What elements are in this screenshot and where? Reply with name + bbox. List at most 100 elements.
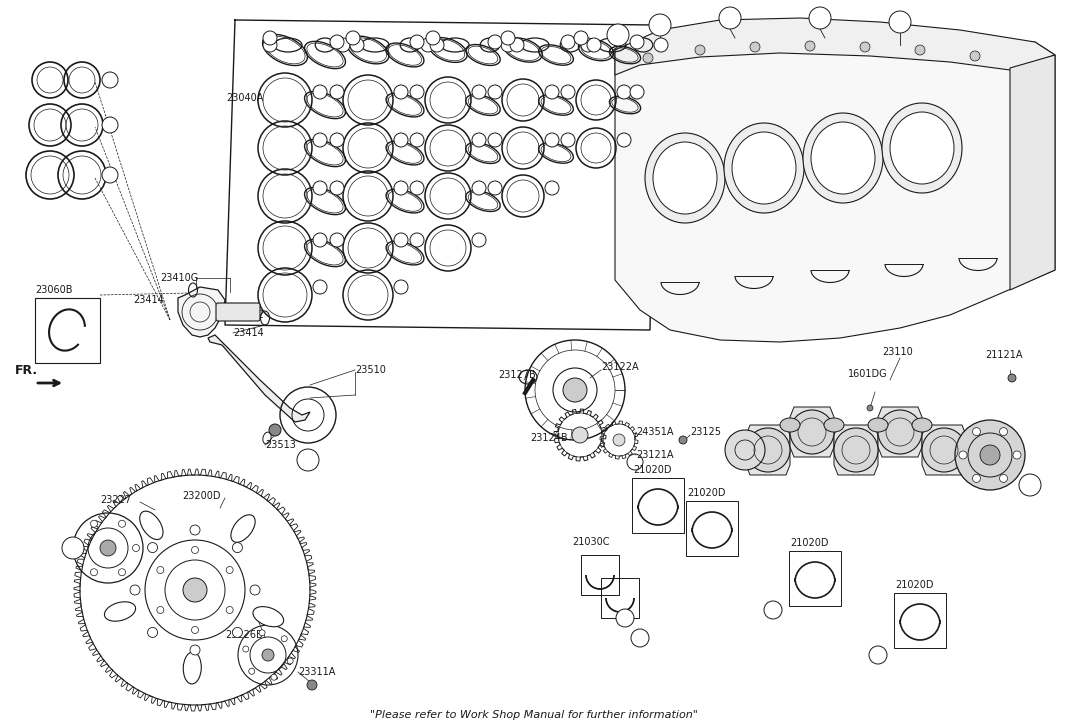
Text: 3: 3 (317, 183, 323, 193)
Text: 3: 3 (549, 183, 555, 193)
Circle shape (921, 428, 966, 472)
Ellipse shape (890, 112, 954, 184)
Text: 1: 1 (493, 135, 497, 145)
Text: 3: 3 (493, 183, 497, 193)
Polygon shape (179, 287, 224, 337)
Circle shape (973, 475, 980, 483)
Circle shape (410, 181, 424, 195)
Circle shape (572, 427, 588, 443)
Circle shape (1013, 451, 1021, 459)
Circle shape (350, 38, 365, 52)
Text: 3: 3 (107, 171, 112, 180)
Text: B: B (1026, 480, 1034, 490)
Circle shape (867, 405, 873, 411)
Text: 23124B: 23124B (530, 433, 568, 443)
Polygon shape (790, 407, 834, 457)
Text: 23127B: 23127B (498, 370, 536, 380)
Circle shape (915, 45, 925, 55)
Text: 1: 1 (317, 87, 323, 97)
Circle shape (563, 378, 587, 402)
Circle shape (330, 133, 344, 147)
Ellipse shape (653, 142, 717, 214)
Text: 3: 3 (415, 135, 419, 145)
Ellipse shape (732, 132, 796, 204)
Text: 4: 4 (771, 606, 776, 614)
Circle shape (130, 585, 140, 595)
Text: 2: 2 (493, 38, 497, 47)
Text: 1: 1 (514, 41, 520, 49)
Ellipse shape (105, 602, 136, 621)
Circle shape (630, 85, 644, 99)
Circle shape (262, 649, 274, 661)
Text: 23122A: 23122A (601, 362, 638, 372)
Circle shape (100, 540, 117, 556)
Text: 2: 2 (586, 41, 590, 49)
Text: 1: 1 (107, 76, 112, 84)
Text: 2: 2 (415, 236, 419, 244)
Circle shape (394, 181, 408, 195)
Ellipse shape (912, 418, 932, 432)
Text: 1: 1 (549, 87, 555, 97)
Circle shape (1000, 427, 1007, 435)
Circle shape (227, 566, 233, 574)
Circle shape (859, 42, 870, 52)
Circle shape (580, 38, 595, 52)
Circle shape (190, 525, 200, 535)
Text: 4: 4 (622, 614, 628, 622)
Circle shape (970, 51, 980, 61)
Ellipse shape (724, 123, 804, 213)
Text: 23060B: 23060B (35, 285, 73, 295)
Polygon shape (1010, 55, 1055, 290)
Circle shape (790, 410, 834, 454)
Circle shape (1008, 374, 1016, 382)
Circle shape (394, 280, 408, 294)
Polygon shape (921, 425, 966, 475)
Circle shape (631, 629, 649, 647)
Circle shape (102, 72, 118, 88)
Polygon shape (746, 425, 790, 475)
Text: 23040A: 23040A (226, 93, 263, 103)
Text: 21020D: 21020D (633, 465, 671, 475)
Circle shape (561, 133, 575, 147)
Circle shape (725, 430, 765, 470)
Text: 23227: 23227 (100, 495, 131, 505)
Text: 1: 1 (578, 33, 584, 42)
Circle shape (346, 31, 360, 45)
Circle shape (805, 41, 815, 51)
Circle shape (955, 420, 1025, 490)
Text: 2: 2 (399, 135, 403, 145)
Text: 2: 2 (317, 135, 323, 145)
Text: 2: 2 (566, 38, 571, 47)
Text: 1: 1 (477, 236, 481, 244)
Circle shape (191, 547, 199, 553)
Text: 21020D: 21020D (895, 580, 933, 590)
Circle shape (719, 7, 741, 29)
Circle shape (1000, 475, 1007, 483)
Text: 1: 1 (591, 41, 597, 49)
Text: 2: 2 (335, 87, 339, 97)
Circle shape (232, 627, 243, 638)
Bar (789, 551, 841, 606)
Circle shape (330, 85, 344, 99)
Text: A: A (615, 30, 621, 40)
Text: A: A (727, 13, 733, 23)
Text: 2: 2 (415, 38, 419, 47)
Circle shape (191, 627, 199, 633)
Circle shape (157, 606, 164, 614)
Text: 4: 4 (637, 633, 642, 643)
Circle shape (313, 280, 327, 294)
Text: 1: 1 (351, 33, 355, 42)
Text: 2: 2 (477, 183, 481, 193)
Circle shape (869, 646, 887, 664)
Circle shape (330, 35, 344, 49)
Text: 2: 2 (107, 121, 112, 129)
Circle shape (297, 449, 319, 471)
Ellipse shape (253, 606, 283, 627)
Ellipse shape (868, 418, 888, 432)
Ellipse shape (780, 418, 800, 432)
Circle shape (148, 627, 157, 638)
Text: 1: 1 (399, 236, 403, 244)
Text: 23110: 23110 (882, 347, 913, 357)
Text: 1: 1 (435, 41, 439, 49)
Circle shape (959, 451, 967, 459)
